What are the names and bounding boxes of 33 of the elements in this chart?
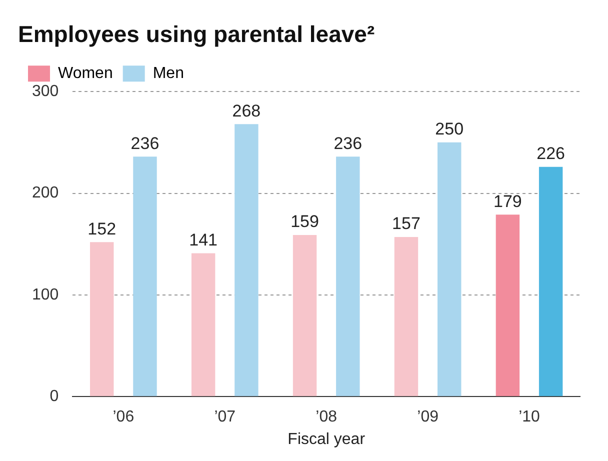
x-tick-label: ’10: [518, 408, 540, 426]
data-label: 226: [536, 144, 566, 164]
bar: [394, 236, 418, 396]
data-label: 152: [88, 219, 116, 238]
y-tick-label: 100: [32, 286, 59, 304]
bar: [90, 242, 114, 396]
bar: [234, 124, 258, 396]
bar: [292, 234, 317, 396]
data-label: 236: [334, 134, 362, 153]
x-tick-label: ’09: [417, 408, 439, 426]
data-label: 250: [435, 120, 464, 139]
data-label: 141: [189, 230, 218, 250]
bar: [191, 253, 216, 396]
x-tick-label: ’08: [316, 408, 338, 426]
data-label: 157: [392, 214, 420, 234]
y-tick-label: 200: [32, 184, 59, 202]
x-tick-label: ’07: [214, 408, 236, 426]
bar: [438, 142, 462, 396]
bar: [496, 214, 520, 396]
data-label: 236: [130, 134, 160, 153]
legend-label: Women: [58, 65, 113, 82]
data-label: 159: [290, 212, 319, 232]
y-tick-label: 0: [50, 388, 59, 406]
bar: [336, 156, 360, 396]
y-tick-label: 300: [32, 83, 59, 100]
data-label: 179: [494, 192, 522, 211]
bar: [538, 166, 563, 396]
legend-label: Men: [152, 65, 184, 82]
chart-title: Employees using parental leave²: [18, 21, 375, 48]
x-axis-title: Fiscal year: [288, 430, 366, 448]
data-label: 268: [232, 101, 261, 120]
bar: [133, 156, 157, 396]
x-tick-label: ’06: [112, 408, 134, 426]
